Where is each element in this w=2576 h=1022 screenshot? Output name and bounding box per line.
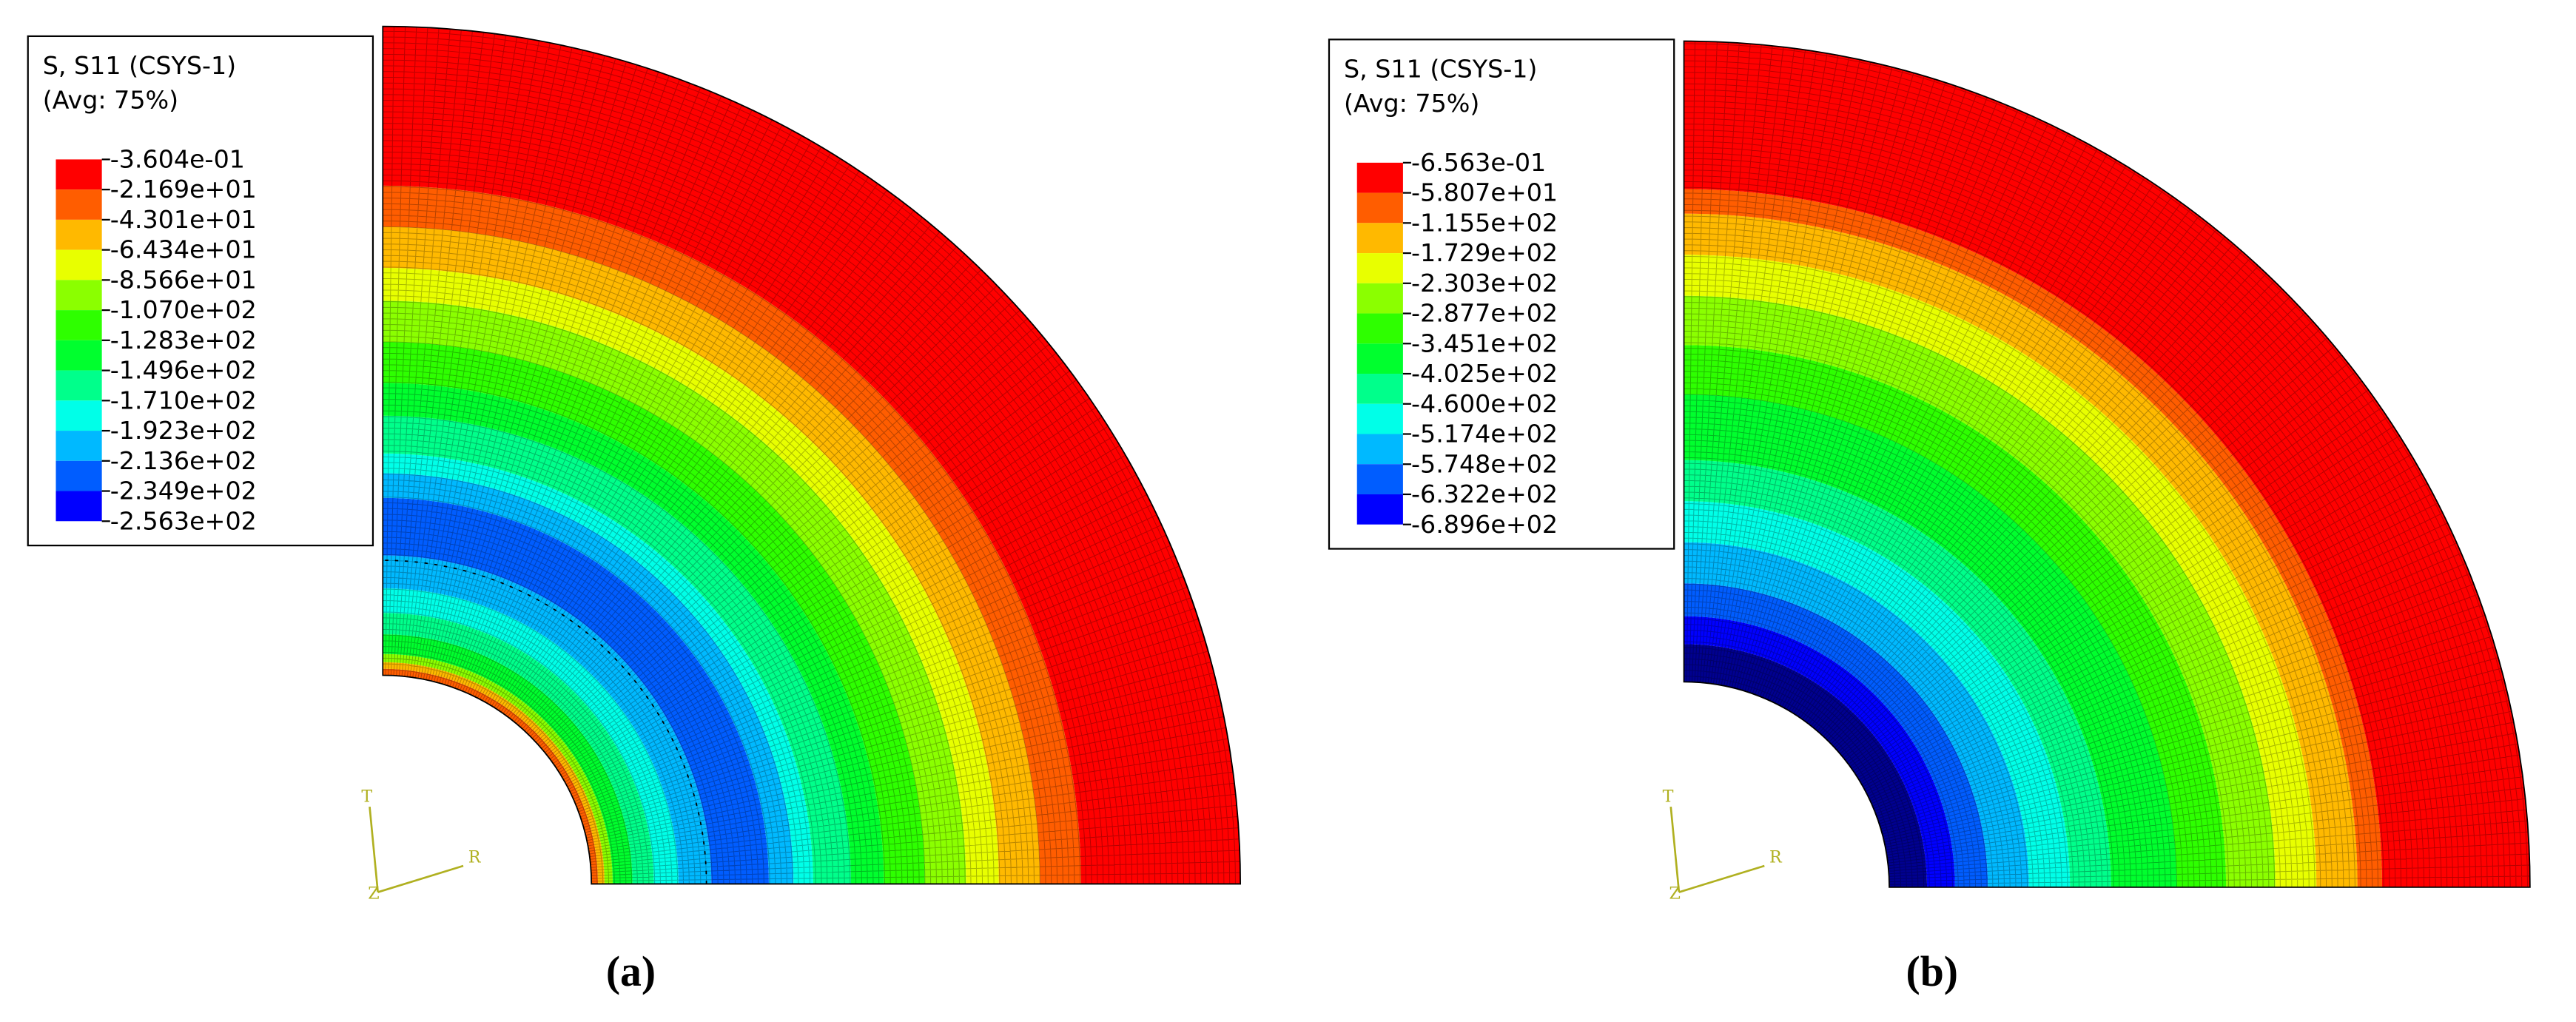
legend-label: -6.322e+02 xyxy=(1411,480,1558,508)
legend-label: -4.301e+01 xyxy=(110,205,257,234)
legend-label: -8.566e+01 xyxy=(110,265,257,294)
contour-band xyxy=(383,26,1241,884)
legend-swatch xyxy=(56,400,102,431)
legend-label: -2.877e+02 xyxy=(1411,299,1558,328)
contour-band xyxy=(383,634,633,884)
legend-label: -1.496e+02 xyxy=(110,356,257,385)
contour-band xyxy=(1684,255,2317,887)
contour-band xyxy=(383,341,925,884)
legend-title: S, S11 (CSYS-1) xyxy=(43,51,236,80)
contour-band xyxy=(383,497,769,884)
legend-title: (Avg: 75%) xyxy=(1344,89,1479,118)
legend-label: -6.563e-01 xyxy=(1411,148,1546,177)
triad-label: T xyxy=(361,787,372,806)
legend-label: -2.349e+02 xyxy=(110,477,257,505)
contour-band xyxy=(1684,501,2071,887)
legend-swatch xyxy=(1356,162,1403,193)
triad-axis xyxy=(1669,806,1681,892)
legend-swatch xyxy=(56,189,102,220)
outline xyxy=(382,25,1242,885)
legend-label: -5.174e+02 xyxy=(1411,420,1558,448)
legend-swatch xyxy=(56,310,102,340)
triad-axis xyxy=(369,806,379,892)
contour-band xyxy=(1684,616,1955,887)
legend-label: -2.169e+01 xyxy=(110,175,257,204)
caption: (b) xyxy=(1906,949,1958,995)
contour-band xyxy=(1684,460,2111,887)
legend-swatch xyxy=(1356,464,1403,494)
legend-label: -1.283e+02 xyxy=(110,326,257,354)
legend-swatch xyxy=(1356,374,1403,404)
outline xyxy=(1683,40,2531,888)
legend-label: -5.807e+01 xyxy=(1411,178,1558,207)
triad-axis xyxy=(377,864,464,893)
contour-band xyxy=(1684,644,1928,887)
contour-band xyxy=(1684,345,2227,887)
legend-label: -5.748e+02 xyxy=(1411,449,1558,478)
legend-swatch xyxy=(56,159,102,190)
legend-label: -3.451e+02 xyxy=(1411,329,1558,357)
panel: S, S11 (CSYS-1) (Avg: 75%) -6.563e-01-5.80… xyxy=(1328,38,2531,995)
legend-swatch xyxy=(1356,192,1403,223)
legend-label: -1.923e+02 xyxy=(110,416,257,445)
legend-label: -4.600e+02 xyxy=(1411,389,1558,418)
legend-label: -2.303e+02 xyxy=(1411,269,1558,297)
contour-band xyxy=(1684,583,1988,887)
triad-label: R xyxy=(1769,848,1783,867)
contour-band xyxy=(1684,295,2276,887)
contour-band xyxy=(383,226,1040,884)
legend-swatch xyxy=(56,249,102,280)
legend-swatch xyxy=(1356,283,1403,314)
contour-band xyxy=(1684,213,2358,887)
legend-label: -6.434e+01 xyxy=(110,235,257,264)
contour-band xyxy=(1684,41,2530,887)
contour-band xyxy=(383,383,884,884)
contour-band xyxy=(383,185,1081,884)
legend-swatch xyxy=(1356,403,1403,434)
legend-label: -3.604e-01 xyxy=(110,145,245,174)
legend-swatch xyxy=(1356,313,1403,344)
legend-label: -1.070e+02 xyxy=(110,295,257,324)
triad-label: Z xyxy=(368,884,379,903)
legend-label: -6.896e+02 xyxy=(1411,510,1558,539)
legend-label: -2.563e+02 xyxy=(110,506,257,535)
legend-title: (Avg: 75%) xyxy=(43,86,178,115)
triad-label: T xyxy=(1663,787,1674,806)
legend-swatch xyxy=(1356,253,1403,283)
contour-band xyxy=(383,415,851,884)
triad-axis xyxy=(1678,864,1765,893)
legend-swatch xyxy=(1356,494,1403,525)
triad-label: Z xyxy=(1669,884,1681,903)
legend-swatch xyxy=(56,280,102,311)
contour-band xyxy=(383,613,654,884)
legend-swatch xyxy=(1356,223,1403,254)
legend-label: -4.025e+02 xyxy=(1411,359,1558,388)
contour-band xyxy=(1684,542,2029,887)
contour-band xyxy=(1684,394,2177,887)
legend-label: -1.710e+02 xyxy=(110,386,257,414)
legend-title: S, S11 (CSYS-1) xyxy=(1344,54,1537,83)
legend-swatch xyxy=(1356,343,1403,374)
contour-band xyxy=(383,473,794,884)
legend-label: -1.155e+02 xyxy=(1411,208,1558,237)
legend-swatch xyxy=(1356,434,1403,465)
legend-label: -2.136e+02 xyxy=(110,446,257,475)
caption: (a) xyxy=(606,949,656,995)
panel: S, S11 (CSYS-1) (Avg: 75%) -3.604e-01-2.16… xyxy=(27,25,1242,995)
legend-swatch xyxy=(56,491,102,522)
triad-label: R xyxy=(468,848,482,867)
contour-band xyxy=(383,555,712,884)
legend-swatch xyxy=(56,431,102,461)
legend-swatch xyxy=(56,340,102,371)
legend-label: -1.729e+02 xyxy=(1411,238,1558,267)
contour-band xyxy=(383,300,966,884)
legend-swatch xyxy=(56,370,102,401)
legend-swatch xyxy=(56,219,102,250)
contour-band xyxy=(383,588,679,884)
legend-swatch xyxy=(56,460,102,491)
